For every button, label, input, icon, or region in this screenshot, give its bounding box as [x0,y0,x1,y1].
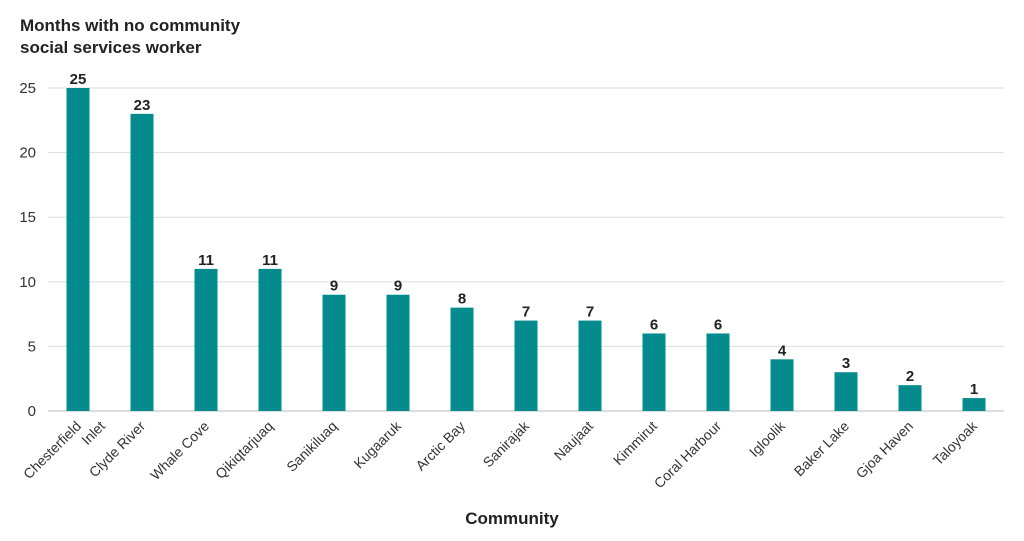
svg-text:Chesterfield: Chesterfield [20,418,84,482]
data-label: 7 [522,304,530,321]
data-label: 23 [134,97,151,114]
y-tick-label: 0 [28,403,36,420]
data-label: 4 [778,342,787,359]
svg-text:Qikiqtarjuaq: Qikiqtarjuaq [212,418,276,482]
svg-text:Kimmirut: Kimmirut [610,418,660,468]
svg-text:Baker Lake: Baker Lake [791,418,853,480]
chart-title-line-1: Months with no community [20,16,241,35]
x-tick-label: Arctic Bay [412,418,468,474]
bar [322,294,346,411]
x-tick-label: Naujaat [551,418,597,464]
data-label: 7 [586,304,594,321]
bar [386,294,410,411]
y-tick-label: 10 [19,274,36,291]
x-tick-label: Qikiqtarjuaq [212,418,276,482]
x-tick-label: Gjoa Haven [853,418,917,482]
bar [706,333,730,411]
data-label: 6 [714,316,722,333]
y-tick-label: 5 [28,338,36,355]
x-axis-title: Community [465,509,559,528]
data-label: 11 [262,252,278,269]
data-label: 6 [650,316,658,333]
bar [258,268,282,411]
bar [130,113,154,411]
bar [770,359,794,411]
svg-text:Sanikiluaq: Sanikiluaq [283,418,340,475]
bar [578,320,602,411]
bar [194,268,218,411]
chart-title-line-2: social services worker [20,38,202,57]
x-tick-label: Kugaaruk [350,417,404,471]
x-tick-label: Kimmirut [610,418,660,468]
bar [450,307,474,411]
svg-text:Kugaaruk: Kugaaruk [350,417,404,471]
data-label: 3 [842,355,850,372]
data-label: 2 [906,368,914,385]
bar [962,398,986,411]
data-label: 9 [330,278,338,295]
svg-text:Taloyoak: Taloyoak [930,417,981,468]
svg-text:Gjoa Haven: Gjoa Haven [853,418,917,482]
data-label: 25 [70,71,87,88]
svg-text:Coral Harbour: Coral Harbour [651,418,725,492]
x-tick-label: Sanirajak [480,417,533,470]
bar [514,320,538,411]
svg-text:Igloolik: Igloolik [746,417,789,460]
data-label: 8 [458,291,466,308]
x-tick-label: Coral Harbour [651,418,725,492]
data-label: 9 [394,278,402,295]
y-tick-label: 20 [19,145,36,162]
data-label: 11 [198,252,214,269]
y-tick-label: 25 [19,80,36,97]
svg-text:Naujaat: Naujaat [551,418,597,464]
bar [834,372,858,411]
x-tick-label: Sanikiluaq [283,418,340,475]
x-tick-label: Baker Lake [791,418,853,480]
svg-text:Arctic Bay: Arctic Bay [412,418,468,474]
x-tick-label: Whale Cove [147,418,212,483]
svg-text:Inlet: Inlet [78,418,108,448]
svg-text:Sanirajak: Sanirajak [480,417,533,470]
x-tick-label: Taloyoak [930,417,981,468]
svg-text:Whale Cove: Whale Cove [147,418,212,483]
bar [66,88,90,411]
x-tick-label: Igloolik [746,417,789,460]
y-tick-label: 15 [19,209,36,226]
bar [898,385,922,411]
bar [642,333,666,411]
data-label: 1 [970,381,978,398]
